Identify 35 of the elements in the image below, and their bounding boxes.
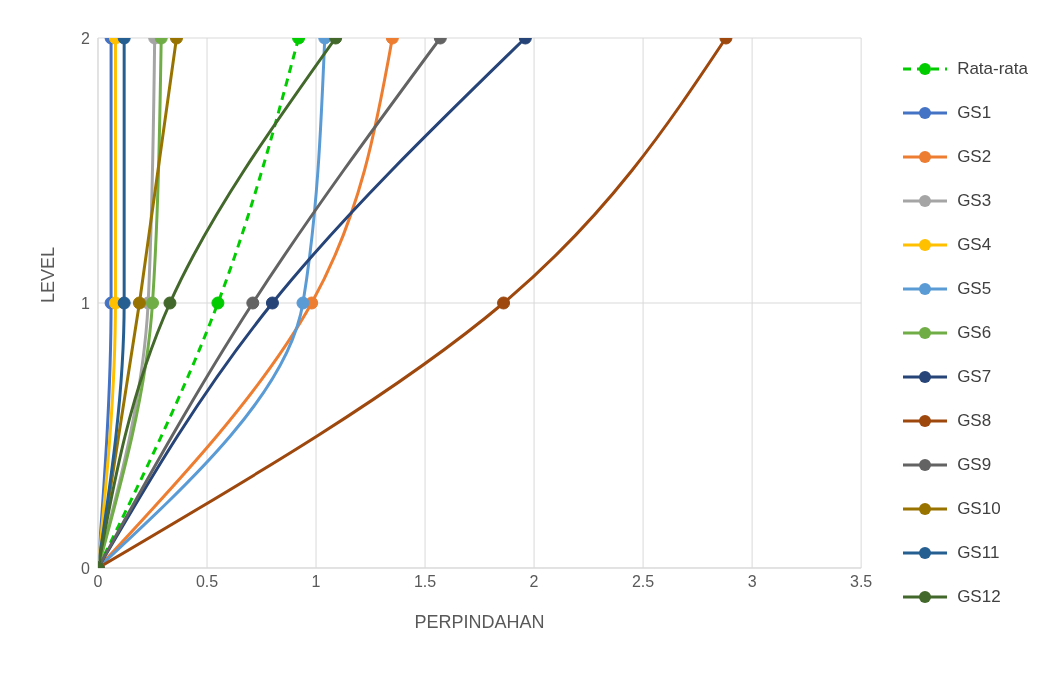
x-axis-title: PERPINDAHAN: [414, 612, 545, 632]
legend-label: GS11: [957, 542, 1000, 564]
point: [211, 296, 225, 310]
legend-label: GS4: [957, 234, 992, 256]
y-tick-label: 0: [81, 559, 91, 577]
legend-label: GS1: [957, 102, 992, 124]
point: [246, 296, 260, 310]
legend-label: GS10: [957, 498, 1001, 520]
x-tick-label: 1: [311, 573, 321, 591]
x-tick-label: 3.5: [850, 573, 873, 591]
x-tick-label: 2: [529, 573, 539, 591]
x-tick-label: 0: [93, 573, 103, 591]
legend-label: GS6: [957, 322, 992, 344]
legend-label: GS7: [957, 366, 992, 388]
point: [146, 296, 160, 310]
point: [497, 296, 511, 310]
x-tick-label: 2.5: [631, 573, 655, 591]
point: [265, 296, 279, 310]
y-tick-label: 1: [81, 294, 91, 312]
legend-label: Rata-rata: [957, 58, 1028, 80]
legend-label: GS3: [957, 190, 992, 212]
legend-label: GS12: [957, 586, 1001, 608]
x-tick-label: 1.5: [413, 573, 437, 591]
point: [296, 296, 310, 310]
y-axis-title: LEVEL: [38, 246, 59, 303]
legend-label: GS9: [957, 454, 992, 476]
legend-label: GS8: [957, 410, 992, 432]
x-tick-label: 0.5: [195, 573, 219, 591]
legend-label: GS2: [957, 146, 992, 168]
x-tick-label: 3: [747, 573, 757, 591]
y-tick-label: 2: [81, 29, 91, 47]
point: [163, 296, 177, 310]
legend-label: GS5: [957, 278, 992, 300]
point: [117, 296, 131, 310]
point: [132, 296, 146, 310]
